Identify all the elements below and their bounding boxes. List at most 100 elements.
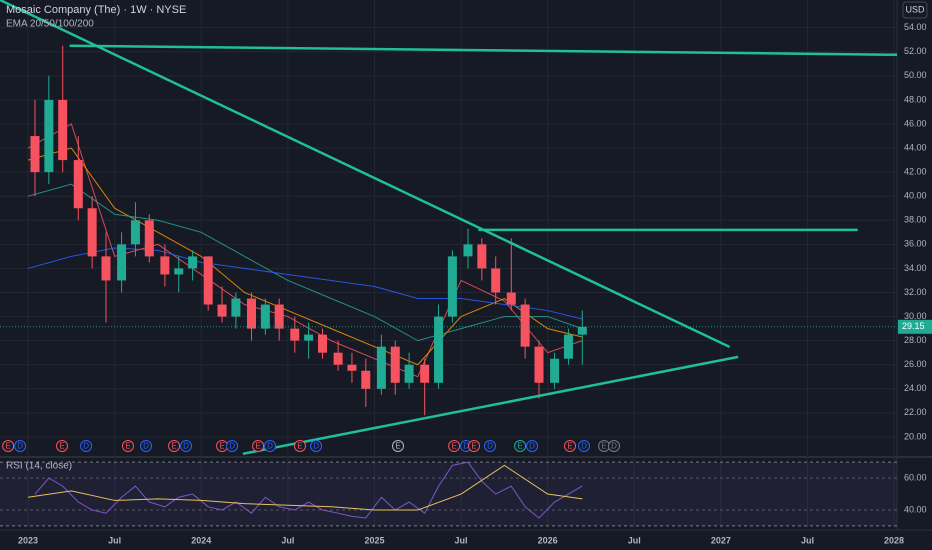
- candle-body: [274, 304, 284, 329]
- currency-button[interactable]: [902, 1, 928, 19]
- event-label: D: [529, 442, 535, 451]
- event-label: D: [229, 442, 235, 451]
- x-tick-label: Jul: [801, 535, 814, 545]
- y-tick-label: 60.00: [904, 472, 927, 482]
- candle-body: [361, 370, 371, 389]
- trend-line: [69, 44, 897, 57]
- event-label: E: [171, 442, 176, 451]
- x-tick-label: Jul: [628, 535, 641, 545]
- candle-body: [203, 256, 213, 305]
- candle-body: [144, 220, 154, 257]
- event-label: E: [471, 442, 476, 451]
- event-label: E: [5, 442, 10, 451]
- event-label: E: [297, 442, 302, 451]
- event-label: D: [183, 442, 189, 451]
- candle-body: [434, 316, 444, 383]
- event-marker: [2, 440, 15, 452]
- rsi-pane: [0, 461, 897, 527]
- event-marker: [448, 440, 461, 452]
- x-tick-label: Jul: [108, 535, 121, 545]
- event-marker: [252, 440, 265, 452]
- y-tick-label: 52.00: [904, 46, 927, 56]
- currency[interactable]: USD: [905, 4, 925, 14]
- candle-body: [130, 220, 140, 245]
- candle-body: [231, 298, 241, 317]
- candle-body: [73, 160, 83, 209]
- event-label: E: [601, 442, 606, 451]
- event-marker: [168, 440, 181, 452]
- y-tick-label: 54.00: [904, 22, 927, 32]
- candle-body: [217, 304, 227, 317]
- x-tick-label: 2025: [364, 535, 384, 545]
- x-tick-label: 2024: [191, 535, 211, 545]
- event-label: E: [59, 442, 64, 451]
- event-marker: [80, 440, 93, 452]
- candle-body: [87, 208, 97, 257]
- x-tick-label: Jul: [281, 535, 294, 545]
- candle-body: [260, 304, 270, 329]
- event-marker: [526, 440, 539, 452]
- y-tick-label: 48.00: [904, 94, 927, 104]
- candle-body: [246, 298, 256, 329]
- candle-body: [101, 256, 111, 281]
- event-marker: [310, 440, 323, 452]
- event-label: D: [581, 442, 587, 451]
- y-tick-label: 38.00: [904, 215, 927, 225]
- event-marker: [563, 440, 576, 452]
- candle-body: [58, 99, 68, 161]
- last-price-label: 29.15: [902, 321, 925, 331]
- candle-body: [534, 346, 544, 383]
- y-tick-label: 20.00: [904, 431, 927, 441]
- ema-line: [27, 183, 583, 342]
- event-label: E: [517, 442, 522, 451]
- rsi-band: [0, 462, 897, 526]
- trend-line: [242, 355, 739, 455]
- event-label: E: [451, 442, 456, 451]
- event-label: E: [395, 442, 400, 451]
- event-label: D: [83, 442, 89, 451]
- event-marker: [14, 440, 27, 452]
- y-tick-label: 42.00: [904, 167, 927, 177]
- x-tick-label: 2026: [538, 535, 558, 545]
- candle-body: [317, 334, 327, 353]
- y-tick-label: 36.00: [904, 239, 927, 249]
- candle-body: [550, 358, 560, 383]
- event-label: D: [463, 442, 469, 451]
- indicator-label: EMA 20/50/100/200: [6, 19, 94, 30]
- candle-body: [506, 292, 516, 305]
- event-marker: [578, 440, 591, 452]
- event-label: D: [143, 442, 149, 451]
- candle-body: [520, 304, 530, 347]
- event-label: D: [487, 442, 493, 451]
- candle-body: [117, 244, 127, 281]
- candle-body: [376, 346, 386, 389]
- event-marker: [56, 440, 69, 452]
- candle-body: [188, 256, 198, 269]
- candle-body: [491, 268, 501, 293]
- event-marker: [483, 440, 496, 452]
- y-tick-label: 40.00: [904, 191, 927, 201]
- rsi-title: RSI (14, close): [6, 461, 72, 472]
- y-tick-label: 32.00: [904, 287, 927, 297]
- last-price-box: [898, 319, 932, 334]
- y-tick-label: 24.00: [904, 383, 927, 393]
- candle-body: [390, 346, 400, 383]
- candle-body: [160, 256, 170, 275]
- candle-body: [347, 364, 357, 371]
- ema-line: [27, 147, 583, 366]
- y-tick-label: 34.00: [904, 263, 927, 273]
- chart-title: Mosaic Company (The) · 1W · NYSE: [6, 4, 186, 16]
- candle-body: [304, 334, 314, 341]
- event-label: D: [267, 442, 273, 451]
- event-marker: [468, 440, 481, 452]
- event-label: E: [255, 442, 260, 451]
- x-tick-label: 2027: [711, 535, 731, 545]
- event-marker: [392, 440, 405, 452]
- candle-body: [563, 334, 573, 359]
- trend-line: [0, 0, 731, 349]
- event-marker: [140, 440, 153, 452]
